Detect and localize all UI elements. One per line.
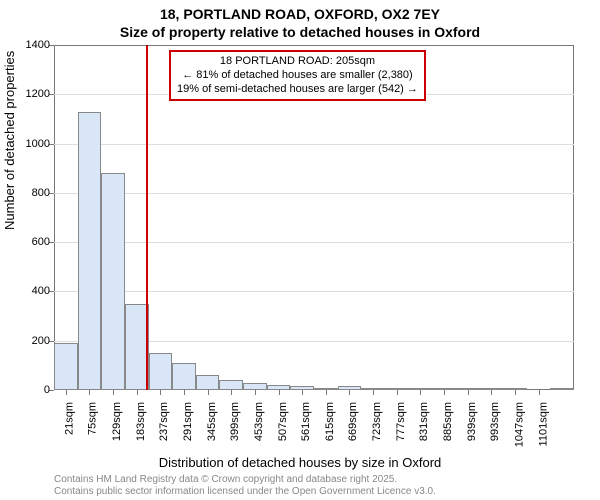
annotation-box: 18 PORTLAND ROAD: 205sqm← 81% of detache… [169, 50, 426, 101]
xtick-label: 291sqm [182, 402, 194, 441]
annotation-line: 18 PORTLAND ROAD: 205sqm [177, 55, 418, 69]
xtick-label: 399sqm [229, 402, 241, 441]
plot-area: 020040060080010001200140021sqm75sqm129sq… [54, 45, 574, 390]
annotation-line: ← 81% of detached houses are smaller (2,… [177, 69, 418, 83]
xtick-mark [397, 390, 398, 395]
xtick-label: 831sqm [418, 402, 430, 441]
chart-subtitle: Size of property relative to detached ho… [0, 24, 600, 40]
xtick-mark [468, 390, 469, 395]
gridline-h [54, 291, 574, 292]
histogram-bar [78, 112, 102, 390]
xtick-mark [66, 390, 67, 395]
xtick-label: 453sqm [253, 402, 265, 441]
ytick-label: 600 [32, 236, 54, 248]
footer-attribution: Contains HM Land Registry data © Crown c… [54, 474, 436, 498]
histogram-bar [101, 173, 125, 390]
xtick-mark [160, 390, 161, 395]
ytick-label: 200 [32, 335, 54, 347]
ytick-label: 1400 [26, 39, 54, 51]
xtick-label: 75sqm [87, 402, 99, 435]
xtick-mark [279, 390, 280, 395]
xtick-label: 1047sqm [513, 402, 525, 447]
xtick-label: 723sqm [371, 402, 383, 441]
xtick-mark [373, 390, 374, 395]
xtick-label: 183sqm [135, 402, 147, 441]
ytick-label: 400 [32, 285, 54, 297]
xtick-mark [539, 390, 540, 395]
histogram-bar [149, 353, 173, 390]
histogram-bar [219, 380, 243, 390]
xtick-mark [89, 390, 90, 395]
histogram-bar [172, 363, 196, 390]
xtick-mark [137, 390, 138, 395]
xtick-mark [349, 390, 350, 395]
xtick-mark [444, 390, 445, 395]
xtick-mark [326, 390, 327, 395]
xtick-label: 1101sqm [537, 402, 549, 446]
chart-title: 18, PORTLAND ROAD, OXFORD, OX2 7EY [0, 6, 600, 24]
xtick-label: 993sqm [489, 402, 501, 441]
histogram-bar [243, 383, 267, 390]
xtick-label: 21sqm [63, 402, 75, 435]
xtick-mark [515, 390, 516, 395]
y-axis-label: Number of detached properties [2, 51, 17, 230]
xtick-mark [208, 390, 209, 395]
xtick-label: 345sqm [206, 402, 218, 441]
gridline-h [54, 193, 574, 194]
xtick-label: 615sqm [324, 402, 336, 441]
xtick-mark [113, 390, 114, 395]
gridline-h [54, 144, 574, 145]
xtick-mark [420, 390, 421, 395]
histogram-bar [550, 388, 574, 390]
xtick-label: 939sqm [466, 402, 478, 441]
xtick-label: 237sqm [158, 402, 170, 441]
xtick-mark [491, 390, 492, 395]
ytick-label: 800 [32, 187, 54, 199]
histogram-bar [54, 343, 78, 390]
annotation-line: 19% of semi-detached houses are larger (… [177, 83, 418, 97]
ytick-label: 0 [44, 384, 54, 396]
gridline-h [54, 242, 574, 243]
x-axis-label: Distribution of detached houses by size … [0, 455, 600, 470]
histogram-bar [196, 375, 220, 390]
xtick-mark [231, 390, 232, 395]
xtick-label: 777sqm [395, 402, 407, 441]
xtick-mark [255, 390, 256, 395]
xtick-label: 507sqm [276, 402, 288, 441]
histogram-bar [125, 304, 149, 390]
reference-line [146, 45, 148, 390]
ytick-label: 1000 [26, 138, 54, 150]
xtick-label: 885sqm [442, 402, 454, 441]
xtick-mark [302, 390, 303, 395]
footer-line2: Contains public sector information licen… [54, 486, 436, 498]
ytick-label: 1200 [26, 88, 54, 100]
footer-line1: Contains HM Land Registry data © Crown c… [54, 474, 436, 486]
xtick-mark [184, 390, 185, 395]
xtick-label: 129sqm [111, 402, 123, 441]
xtick-label: 561sqm [300, 402, 312, 441]
xtick-label: 669sqm [347, 402, 359, 441]
